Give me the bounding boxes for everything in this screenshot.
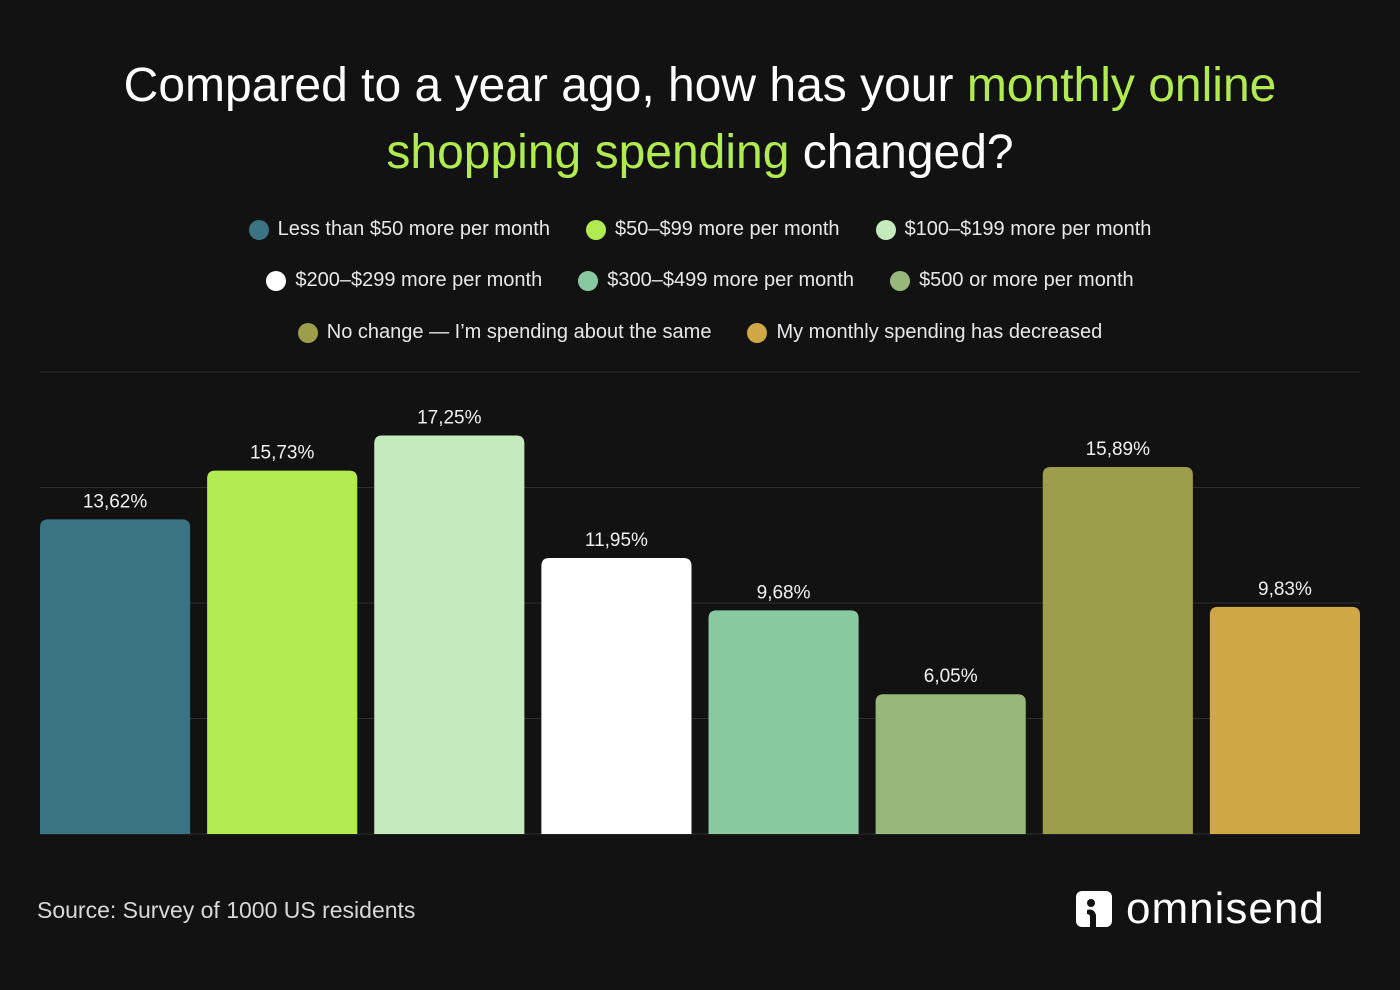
legend-item: $50–$99 more per month [585, 218, 840, 241]
bar [708, 610, 859, 834]
omnisend-logo: omnisend [1076, 885, 1325, 933]
bar [207, 470, 358, 834]
data-label: 15,89% [1086, 439, 1151, 460]
legend-item: $100–$199 more per month [875, 218, 1152, 241]
legend-label: My monthly spending has decreased [776, 321, 1103, 343]
logo-text: omnisend [1126, 884, 1325, 933]
bar [875, 694, 1026, 834]
data-label: 13,62% [83, 491, 148, 512]
legend-swatch [266, 270, 287, 291]
data-label: 6,05% [924, 666, 978, 687]
data-label: 17,25% [417, 408, 482, 429]
legend-label: $100–$199 more per month [904, 218, 1152, 240]
bar [40, 519, 191, 834]
legend-swatch [578, 270, 599, 291]
title-text: changed? [789, 126, 1014, 179]
legend-label: $200–$299 more per month [295, 269, 543, 291]
legend-label: $500 or more per month [919, 269, 1134, 291]
legend-swatch [297, 322, 318, 343]
title-text: Compared to a year ago, how has your [123, 59, 967, 112]
legend-item: My monthly spending has decreased [747, 321, 1102, 344]
legend-swatch [747, 322, 768, 343]
legend-label: $300–$499 more per month [607, 269, 855, 291]
bar [1209, 606, 1360, 834]
legend-item: Less than $50 more per month [248, 218, 550, 241]
legend-swatch [875, 219, 896, 240]
legend-label: No change — I’m spending about the same [326, 321, 712, 343]
title-highlight: monthly online [966, 59, 1277, 112]
data-label: 9,83% [1258, 579, 1312, 600]
legend-swatch [248, 219, 269, 240]
legend-row: No change — I’m spending about the same M… [0, 321, 1400, 344]
data-label: 9,68% [757, 582, 811, 603]
legend-item: $500 or more per month [890, 269, 1134, 292]
legend-item: $200–$299 more per month [266, 269, 542, 292]
source-note: Source: Survey of 1000 US residents [37, 897, 416, 923]
omnisend-logo-icon [1076, 891, 1112, 927]
bar [541, 557, 692, 834]
bar [374, 435, 525, 834]
legend-label: Less than $50 more per month [277, 218, 550, 240]
legend-swatch [585, 219, 606, 240]
chart-title: Compared to a year ago, how has your mon… [0, 52, 1400, 186]
legend-item: $300–$499 more per month [578, 269, 854, 292]
legend-label: $50–$99 more per month [614, 218, 840, 240]
title-highlight: shopping spending [386, 126, 790, 179]
data-label: 15,73% [250, 443, 315, 464]
bar-chart: 13,62% 15,73% 17,25% 11,95% 9,68% 6,05% 15,89%… [40, 371, 1360, 835]
legend-row: Less than $50 more per month $50–$99 more… [0, 218, 1400, 241]
legend-swatch [890, 270, 911, 291]
legend-item: No change — I’m spending about the same [297, 321, 712, 344]
data-label: 11,95% [585, 530, 648, 551]
legend-row: $200–$299 more per month $300–$499 more p… [0, 269, 1400, 292]
bar [1042, 466, 1193, 834]
